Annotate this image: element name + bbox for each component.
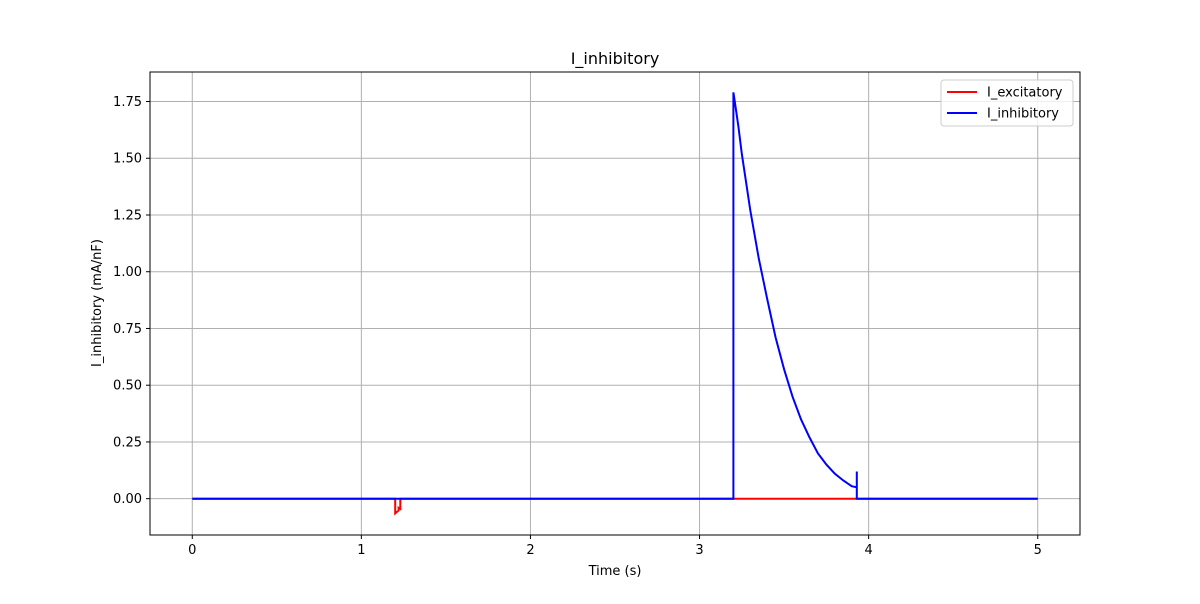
legend-label: I_excitatory <box>987 86 1063 101</box>
series-line-i-excitatory <box>192 497 1038 516</box>
x-axis-label: Time (s) <box>588 564 642 579</box>
x-tick-label: 1 <box>357 543 365 558</box>
legend: I_excitatory I_inhibitory <box>940 79 1074 127</box>
plot-frame <box>149 71 1081 536</box>
y-tick-label: 0.25 <box>113 435 142 450</box>
y-tick-label: 1.25 <box>113 208 142 223</box>
y-tick-label: 0.00 <box>113 492 142 507</box>
y-tick-label: 1.50 <box>113 152 142 167</box>
x-axis-ticks: 0 1 2 3 4 5 <box>188 535 1042 558</box>
y-tick-label: 0.50 <box>113 379 142 394</box>
y-tick-label: 0.75 <box>113 322 142 337</box>
x-tick-label: 4 <box>864 543 872 558</box>
series-layer <box>192 92 1038 516</box>
x-tick-label: 5 <box>1034 543 1042 558</box>
chart-title: I_inhibitory <box>571 49 660 69</box>
x-tick-label: 0 <box>188 543 196 558</box>
y-tick-label: 1.00 <box>113 265 142 280</box>
x-tick-label: 3 <box>695 543 703 558</box>
series-line-i-inhibitory <box>192 92 1038 500</box>
y-axis-ticks: 0.00 0.25 0.50 0.75 1.00 1.25 1.50 1.75 <box>113 95 150 507</box>
legend-label: I_inhibitory <box>987 107 1059 122</box>
y-axis-label: I_inhibitory (mA/nF) <box>90 239 105 367</box>
y-tick-label: 1.75 <box>113 95 142 110</box>
x-tick-label: 2 <box>526 543 534 558</box>
